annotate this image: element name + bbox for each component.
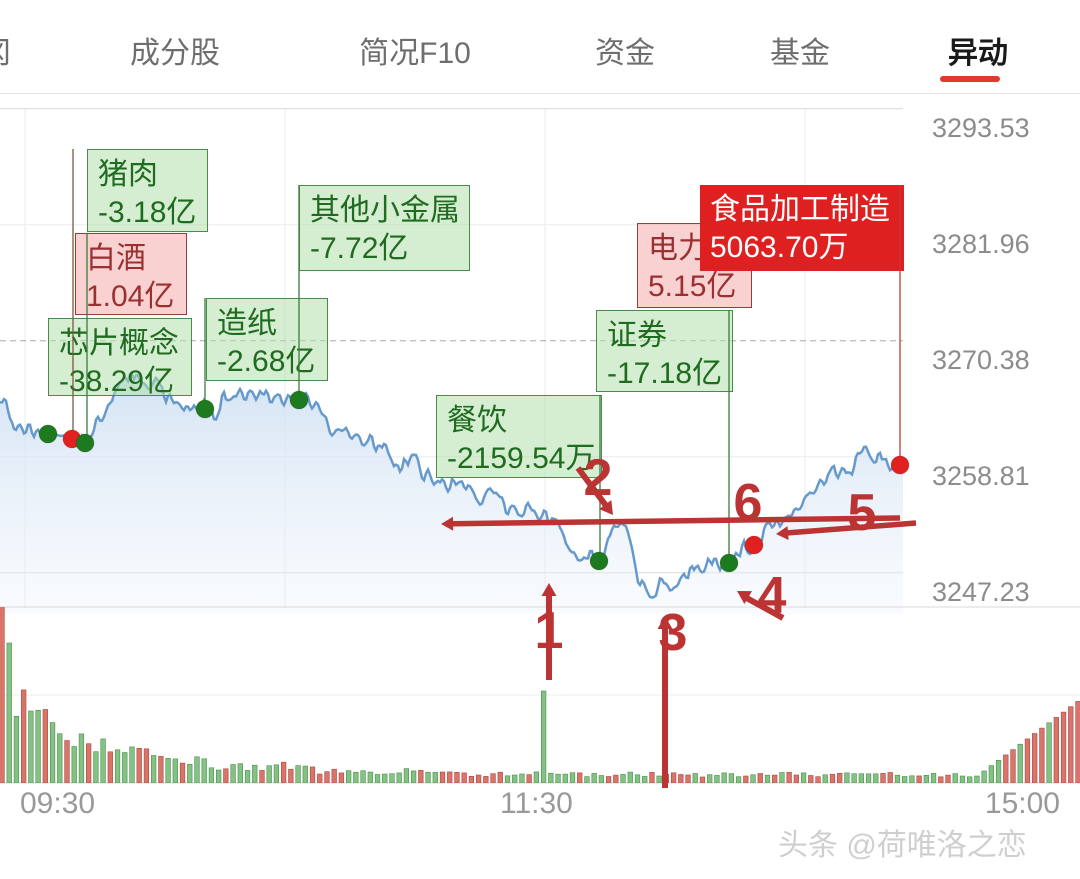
svg-text:4: 4 <box>758 567 787 625</box>
svg-text:2: 2 <box>584 449 613 507</box>
svg-text:3: 3 <box>659 604 688 662</box>
svg-text:6: 6 <box>734 474 763 532</box>
svg-text:5: 5 <box>848 484 877 542</box>
svg-text:1: 1 <box>535 602 564 660</box>
